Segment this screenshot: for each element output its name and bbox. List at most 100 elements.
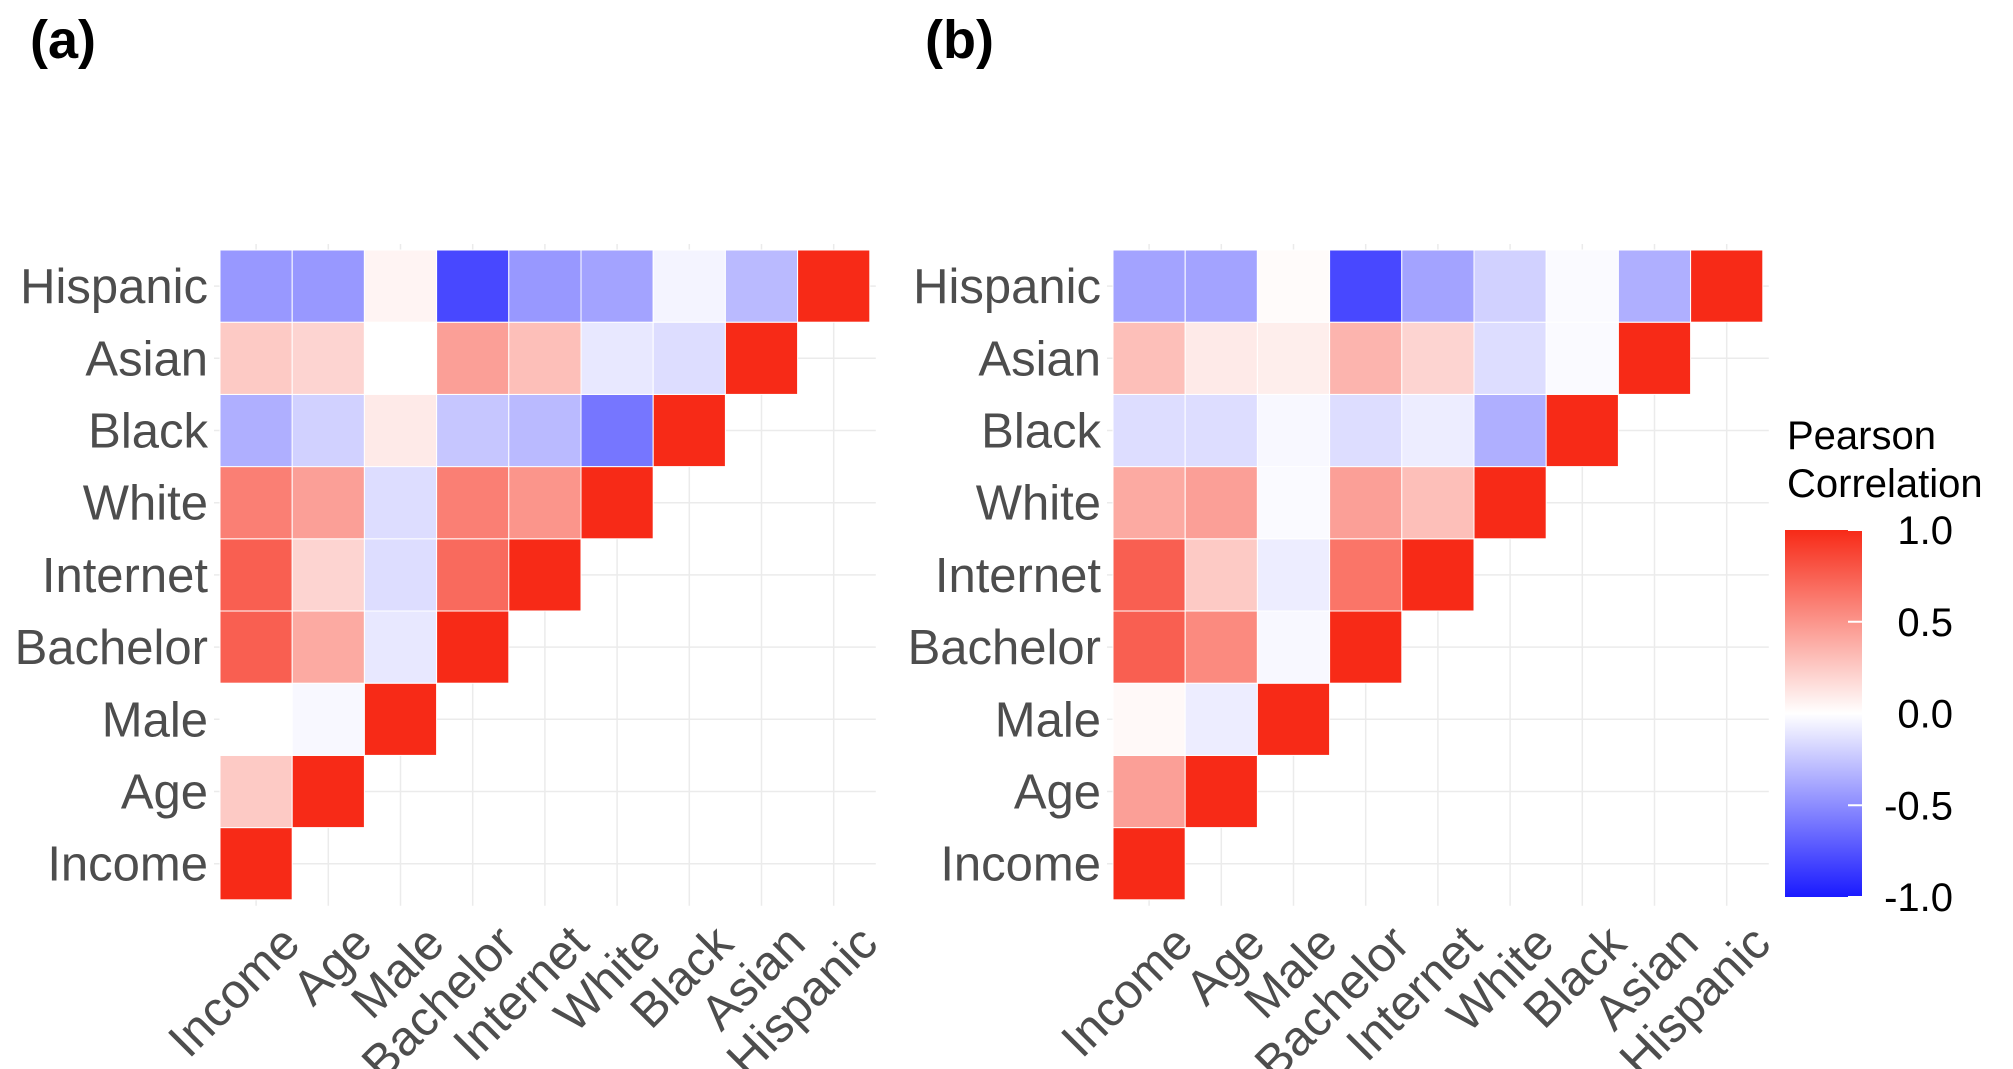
heatmap-cell-male-asian <box>363 321 438 395</box>
heatmap-cell-age-black <box>291 393 365 468</box>
heatmap-cell-bachelor-internet <box>436 538 510 612</box>
heatmap-cell-internet-black <box>508 393 582 468</box>
heatmap-cell-bachelor-asian <box>1329 321 1403 395</box>
heatmap-cell-white-black <box>580 393 654 468</box>
heatmap-cell-income-income <box>1112 827 1186 901</box>
heatmap-cell-asian-asian <box>724 321 799 395</box>
heatmap-cell-male-white <box>1256 466 1331 540</box>
heatmap-cell-black-hispanic <box>1545 249 1619 323</box>
heatmap-cell-age-hispanic <box>291 249 365 323</box>
heatmap-cell-age-asian <box>1184 321 1258 395</box>
y-tick-label: Black <box>981 405 1101 459</box>
heatmap-cell-bachelor-white <box>436 466 510 540</box>
heatmap-cell-black-asian <box>1545 321 1619 395</box>
heatmap-cell-income-black <box>219 393 293 468</box>
panel-label: (b) <box>925 10 994 70</box>
y-tick-label: Hispanic <box>913 260 1101 314</box>
heatmap-cell-bachelor-bachelor <box>1329 610 1403 684</box>
heatmap-cell-white-white <box>580 466 654 540</box>
x-tick-label: Income <box>158 916 310 1068</box>
legend-tick-label: 0.5 <box>1897 601 1953 645</box>
y-tick-label: Black <box>88 405 208 459</box>
heatmap-cell-internet-internet <box>508 538 582 612</box>
heatmap-cell-asian-hispanic <box>1617 249 1692 323</box>
heatmap-cell-income-income <box>219 827 293 901</box>
y-tick-label: Internet <box>42 549 209 603</box>
heatmap-cell-bachelor-hispanic <box>436 249 510 323</box>
heatmap-cell-internet-hispanic <box>1401 249 1475 323</box>
heatmap-cell-male-male <box>1256 682 1331 756</box>
y-tick-label: Male <box>995 693 1101 747</box>
heatmap-cell-black-black <box>1545 393 1619 468</box>
y-tick-label: Male <box>102 693 208 747</box>
heatmap-cell-age-bachelor <box>1184 610 1258 684</box>
heatmap-cell-bachelor-white <box>1329 466 1403 540</box>
heatmap-cell-male-black <box>1256 393 1331 468</box>
x-tick-label: Income <box>1051 916 1203 1068</box>
heatmap-cell-income-bachelor <box>1112 610 1186 684</box>
legend-tick-label: -1.0 <box>1884 876 1953 920</box>
heatmap-cell-bachelor-hispanic <box>1329 249 1403 323</box>
heatmap-cell-income-male <box>219 682 293 756</box>
heatmap-cell-internet-black <box>1401 393 1475 468</box>
heatmap-cell-age-internet <box>291 538 365 612</box>
y-tick-label: Hispanic <box>20 260 208 314</box>
heatmap-cell-age-white <box>1184 466 1258 540</box>
heatmap-cell-male-white <box>363 466 438 540</box>
y-tick-label: Bachelor <box>908 621 1101 675</box>
heatmap-cell-bachelor-bachelor <box>436 610 510 684</box>
legend-title-line2: Correlation <box>1787 462 1983 506</box>
heatmap-cell-age-male <box>1184 682 1258 756</box>
heatmap-cell-internet-asian <box>508 321 582 395</box>
y-tick-label: Asian <box>978 332 1101 386</box>
heatmap-cell-age-asian <box>291 321 365 395</box>
heatmap-cell-white-asian <box>580 321 654 395</box>
heatmap-cell-income-internet <box>219 538 293 612</box>
heatmap-cell-income-internet <box>1112 538 1186 612</box>
heatmap-cell-income-hispanic <box>1112 249 1186 323</box>
legend-title-line1: Pearson <box>1787 414 1936 458</box>
y-tick-label: White <box>976 477 1101 531</box>
heatmap-cell-income-black <box>1112 393 1186 468</box>
heatmap-cell-white-black <box>1473 393 1547 468</box>
y-tick-label: Age <box>1014 766 1101 820</box>
panel-a: (a) Income Age Male Bachelor Internet White Bla… <box>15 10 888 1069</box>
heatmap-cell-white-hispanic <box>1473 249 1547 323</box>
heatmap-cell-income-age <box>1112 754 1186 829</box>
heatmap-cell-bachelor-black <box>1329 393 1403 468</box>
heatmap-cell-age-bachelor <box>291 610 365 684</box>
heatmap-cell-internet-white <box>1401 466 1475 540</box>
y-tick-label: White <box>83 477 208 531</box>
heatmap-cell-age-age <box>291 754 365 829</box>
legend-tick-label: -0.5 <box>1884 784 1953 828</box>
heatmap-cell-bachelor-internet <box>1329 538 1403 612</box>
heatmap-cell-male-hispanic <box>363 249 438 323</box>
y-tick-label: Age <box>121 766 208 820</box>
heatmap-cell-black-hispanic <box>652 249 726 323</box>
heatmap-cell-internet-white <box>508 466 582 540</box>
heatmap-cell-black-asian <box>652 321 726 395</box>
heatmap-cell-income-bachelor <box>219 610 293 684</box>
heatmap-cell-income-asian <box>219 321 293 395</box>
heatmap-cell-white-hispanic <box>580 249 654 323</box>
heatmap-cell-asian-asian <box>1617 321 1692 395</box>
heatmap-cell-age-internet <box>1184 538 1258 612</box>
heatmap-cell-internet-internet <box>1401 538 1475 612</box>
heatmap-cell-male-bachelor <box>363 610 438 684</box>
heatmap-cell-white-asian <box>1473 321 1547 395</box>
heatmap-cell-internet-hispanic <box>508 249 582 323</box>
heatmap-cell-income-white <box>219 466 293 540</box>
legend-ticks: 1.0 0.5 0.0 -0.5 -1.0 <box>1848 509 1953 920</box>
color-legend: Pearson Correlation 1.0 0.5 0.0 -0.5 -1.0 <box>1785 414 1983 920</box>
legend-tick-label: 0.0 <box>1897 693 1953 737</box>
heatmap-cell-income-hispanic <box>219 249 293 323</box>
heatmap-cell-male-bachelor <box>1256 610 1331 684</box>
heatmap-cell-income-white <box>1112 466 1186 540</box>
heatmap-cell-male-asian <box>1256 321 1331 395</box>
heatmap-cell-internet-asian <box>1401 321 1475 395</box>
heatmap-cell-age-black <box>1184 393 1258 468</box>
heatmap-cell-male-internet <box>363 538 438 612</box>
panel-label: (a) <box>30 10 96 70</box>
y-tick-label: Income <box>940 838 1101 892</box>
